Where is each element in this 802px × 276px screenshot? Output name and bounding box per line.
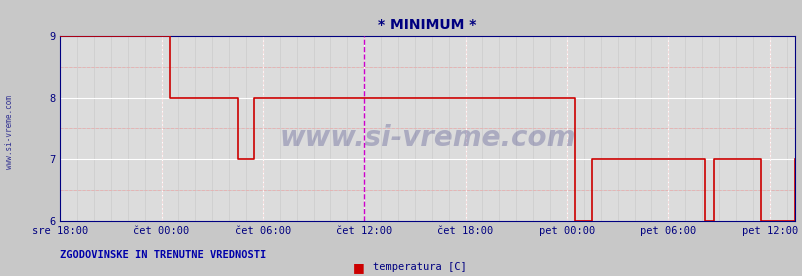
Text: ■: ■ xyxy=(353,261,365,274)
Text: www.si-vreme.com: www.si-vreme.com xyxy=(5,95,14,169)
Title: * MINIMUM *: * MINIMUM * xyxy=(378,18,476,32)
Text: ZGODOVINSKE IN TRENUTNE VREDNOSTI: ZGODOVINSKE IN TRENUTNE VREDNOSTI xyxy=(60,250,266,260)
Text: www.si-vreme.com: www.si-vreme.com xyxy=(279,124,575,152)
Text: temperatura [C]: temperatura [C] xyxy=(373,262,467,272)
